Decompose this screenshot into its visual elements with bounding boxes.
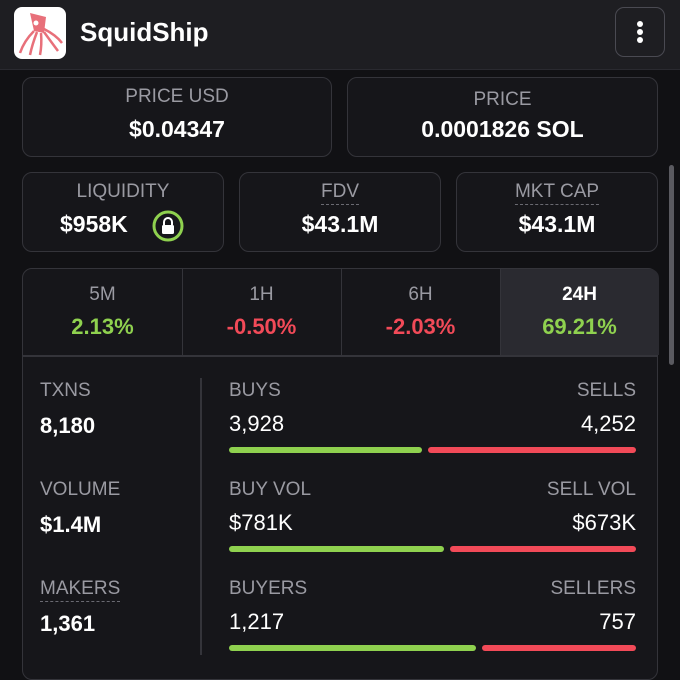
stat-card — [456, 172, 658, 252]
sell-label: SELLS — [576, 380, 636, 401]
scrollbar — [669, 165, 674, 365]
lock-svg — [152, 210, 184, 242]
buy-bar — [229, 645, 477, 651]
stat-card — [22, 77, 332, 157]
stat-value: 1,361 — [40, 611, 96, 636]
stat-card — [347, 77, 658, 157]
card-label: LIQUIDITY — [76, 181, 170, 202]
card-label: PRICE — [473, 89, 532, 110]
timeframe-tab[interactable] — [341, 269, 500, 355]
column-divider — [200, 378, 202, 655]
card-label: FDV — [321, 181, 359, 205]
sell-bar — [450, 546, 636, 552]
timeframe-tab[interactable] — [23, 269, 182, 355]
card-value: $0.04347 — [129, 116, 225, 142]
sell-bar — [427, 447, 636, 453]
tab-label: 1H — [249, 284, 274, 305]
timeframe-tab[interactable] — [182, 269, 341, 355]
tab-label: 24H — [562, 284, 597, 305]
buy-label: BUY VOL — [229, 479, 312, 500]
tab-label: 5M — [89, 284, 116, 305]
app-title: SquidShip — [80, 17, 209, 47]
stat-label: TXNS — [40, 380, 91, 401]
buy-value: 3,928 — [229, 411, 285, 436]
sell-bar — [482, 645, 636, 651]
tab-change: 2.13% — [71, 314, 134, 339]
buy-value: 1,217 — [229, 609, 285, 634]
tab-label: 6H — [408, 284, 433, 305]
card-value: $43.1M — [301, 211, 379, 237]
stat-label: VOLUME — [40, 479, 121, 500]
tab-change: 69.21% — [542, 314, 617, 339]
buy-label: BUYS — [229, 380, 281, 401]
header-bar — [0, 0, 680, 70]
stat-value: $1.4M — [40, 512, 102, 537]
lock-icon — [152, 210, 184, 242]
stat-label: MAKERS — [40, 578, 121, 602]
stat-value: 8,180 — [40, 413, 96, 438]
menu-button[interactable] — [615, 7, 665, 57]
tab-divider — [23, 355, 657, 357]
tab-change: -0.50% — [226, 314, 297, 339]
sell-label: SELLERS — [550, 578, 636, 599]
menu-dots — [637, 21, 643, 43]
card-value: $43.1M — [518, 211, 596, 237]
buy-bar — [229, 447, 422, 453]
sell-value: 757 — [599, 609, 636, 634]
sell-label: SELL VOL — [546, 479, 636, 500]
token-logo — [14, 7, 66, 59]
card-label: MKT CAP — [514, 181, 600, 205]
buy-bar — [229, 546, 445, 552]
tab-change: -2.03% — [385, 314, 456, 339]
sell-value: 4,252 — [580, 411, 636, 436]
timeframe-tab[interactable] — [500, 269, 659, 355]
card-value: $958K — [60, 211, 128, 237]
buy-value: $781K — [229, 510, 293, 535]
buy-label: BUYERS — [229, 578, 308, 599]
stat-card — [239, 172, 441, 252]
card-label: PRICE USD — [125, 86, 229, 107]
squid-icon — [18, 13, 63, 56]
stat-card — [22, 172, 224, 252]
card-value: 0.0001826 SOL — [421, 116, 584, 142]
sell-value: $673K — [572, 510, 636, 535]
